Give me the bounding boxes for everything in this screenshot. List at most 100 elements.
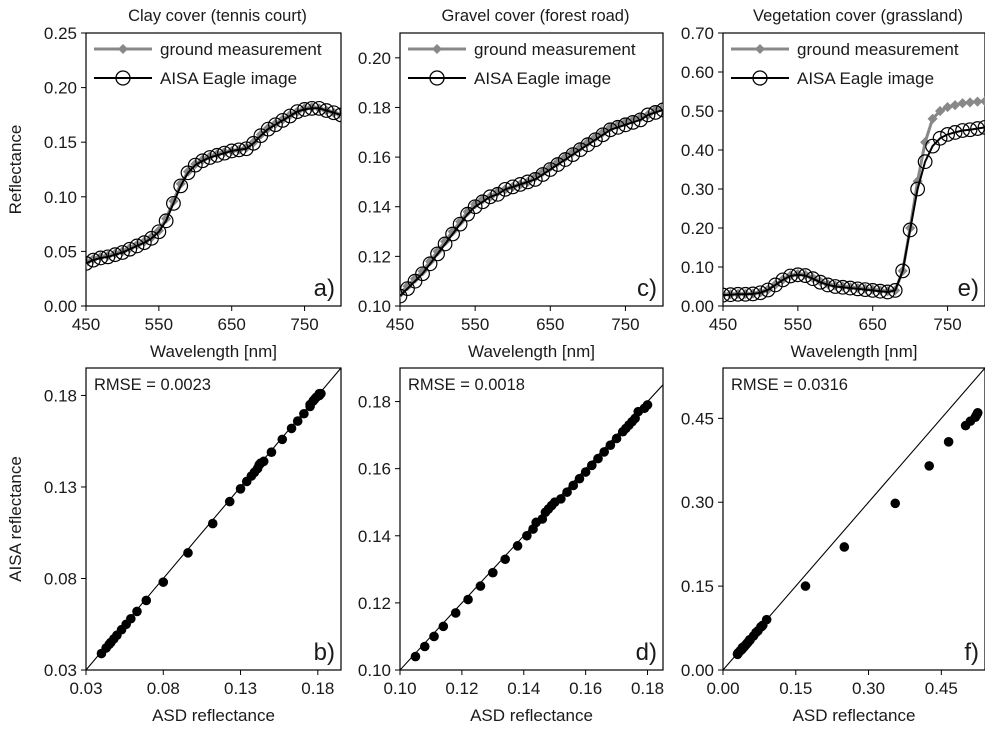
legend-aisa-marker (429, 70, 445, 86)
x-tick-label: 0.15 (779, 679, 812, 698)
aisa-eagle-point (173, 178, 189, 194)
aisa-eagle-point (224, 143, 240, 159)
ground-measurement-line (723, 99, 985, 296)
aisa-eagle-point (107, 247, 123, 263)
legend-ground-marker (755, 44, 765, 54)
panel-letter: b) (314, 639, 335, 666)
plot-frame (85, 367, 342, 671)
x-tick-label: 0.18 (631, 679, 664, 698)
x-tick-label: 0.12 (445, 679, 478, 698)
plot-area (723, 96, 985, 303)
aisa-eagle-point (512, 176, 528, 192)
plot-area (400, 384, 663, 670)
x-tick-label: 650 (218, 315, 246, 334)
scatter-point (890, 498, 901, 509)
scatter-point (642, 400, 653, 410)
aisa-eagle-point (187, 157, 203, 173)
aisa-eagle-point (730, 286, 746, 302)
panel-letter: e) (958, 275, 979, 302)
legend-aisa-label: AISA Eagle image (474, 69, 611, 88)
scatter-point (562, 487, 572, 497)
aisa-eagle-point (745, 286, 761, 302)
aisa-eagle-point (797, 268, 813, 283)
aisa-eagle-point (977, 119, 985, 135)
chart-panel-f: 0.00 0.15 0.30 0.45 0.00 0.15 0.30 0.45 ASD refl… (681, 367, 985, 725)
y-tick-label: 0.10 (44, 188, 77, 207)
aisa-eagle-point (166, 195, 181, 211)
scatter-point (429, 631, 439, 642)
y-tick-label: 0.08 (44, 569, 77, 588)
y-tick-label: 0.18 (44, 386, 77, 405)
x-tick-label: 0.16 (569, 679, 602, 698)
aisa-eagle-point (955, 123, 970, 138)
aisa-eagle-point (460, 206, 476, 222)
ground-measurement-point (949, 100, 961, 111)
aisa-eagle-point (557, 152, 573, 167)
scatter-point (574, 473, 585, 484)
panel-letter: a) (314, 275, 335, 302)
ground-measurement-point (979, 96, 985, 107)
chart-panel-d: 0.10 0.12 0.14 0.16 0.18 0.10 0.12 0.14 0.16 0.18… (358, 367, 664, 725)
x-tick-label: 0.00 (706, 679, 739, 698)
aisa-eagle-point (738, 286, 753, 302)
ground-measurement-point (972, 96, 983, 107)
y-tick-label: 0.18 (358, 98, 391, 117)
ground-measurement-point (927, 113, 938, 124)
aisa-eagle-point (400, 281, 415, 297)
aisa-eagle-point (326, 105, 341, 121)
aisa-eagle-point (572, 142, 588, 158)
legend-ground-marker (118, 44, 128, 54)
y-tick-label: 0.14 (358, 198, 391, 217)
aisa-eagle-point (872, 283, 888, 299)
aisa-eagle-point (782, 268, 798, 284)
panel-title: Vegetation cover (grassland) (753, 7, 963, 25)
scatter-point (924, 461, 935, 471)
panel-letter: f) (964, 639, 979, 666)
y-tick-label: 0.12 (358, 594, 391, 613)
aisa-eagle-point (311, 100, 327, 116)
x-axis-label: ASD reflectance (793, 706, 916, 725)
x-tick-label: 750 (611, 315, 639, 334)
aisa-eagle-point (520, 174, 536, 190)
ground-measurement-line (400, 106, 663, 295)
aisa-eagle-point (268, 117, 283, 133)
aisa-eagle-point (482, 189, 498, 205)
y-tick-label: 0.10 (358, 661, 391, 680)
aisa-eagle-point (86, 256, 94, 271)
legend: ground measurement AISA Eagle image (731, 40, 959, 88)
y-axis-label: Reflectance (6, 125, 25, 215)
x-tick-label: 650 (536, 315, 564, 334)
aisa-eagle-point (580, 137, 596, 153)
aisa-eagle-point (202, 150, 218, 165)
aisa-eagle-point (490, 186, 506, 202)
aisa-eagle-point (655, 102, 663, 118)
scatter-point (599, 447, 610, 457)
chart-panel-c: 450 550 650 750 0.10 0.12 0.14 0.16 0.18 0.20 Wave… (358, 7, 664, 361)
scatter-point (207, 518, 218, 529)
aisa-eagle-point (289, 104, 305, 120)
legend: ground measurement AISA Eagle image (408, 40, 636, 88)
scatter-point (488, 567, 498, 578)
x-tick-label: 0.03 (69, 679, 102, 698)
aisa-eagle-point (400, 288, 408, 304)
aisa-eagle-point (947, 125, 963, 140)
x-tick-label: 450 (386, 315, 414, 334)
x-axis-label: Wavelength [nm] (791, 342, 918, 361)
rmse-annotation: RMSE = 0.0023 (94, 376, 211, 394)
plot-frame (85, 32, 342, 307)
aisa-eagle-point (93, 250, 108, 266)
x-tick-label: 0.08 (147, 679, 180, 698)
aisa-eagle-point (962, 122, 978, 138)
aisa-eagle-point (422, 256, 438, 272)
y-tick-label: 0.13 (44, 478, 77, 497)
scatter-point (299, 408, 309, 419)
aisa-eagle-point (842, 280, 858, 296)
ground-measurement-point (575, 142, 586, 153)
y-tick-label: 0.14 (358, 527, 391, 546)
plot-area (86, 100, 341, 271)
panel-letter: d) (636, 639, 657, 666)
legend-ground-marker (432, 44, 442, 54)
aisa-eagle-point (723, 287, 731, 303)
aisa-eagle-point (902, 222, 918, 238)
